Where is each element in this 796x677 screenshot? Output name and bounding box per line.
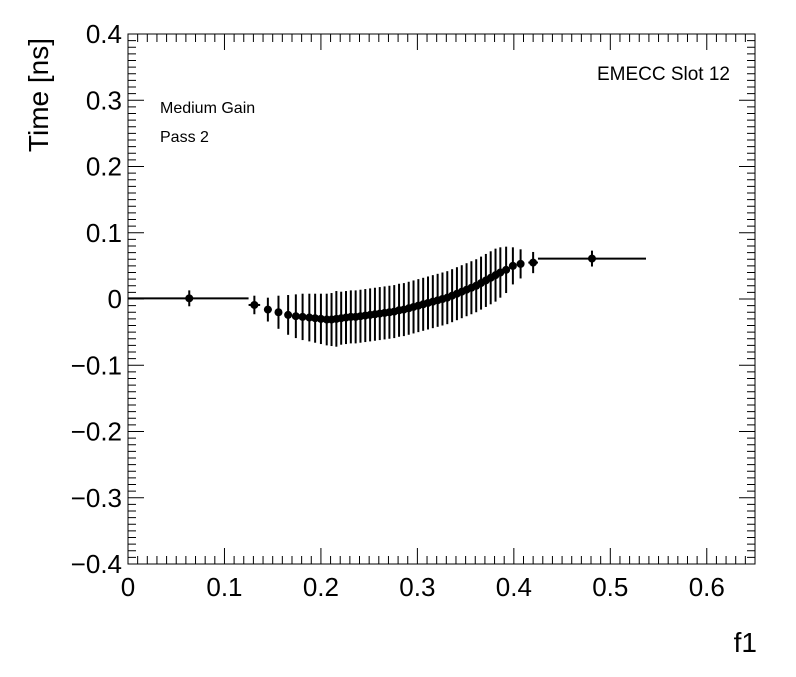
data-point xyxy=(528,251,538,274)
x-tick-label: 0.3 xyxy=(399,572,435,602)
annotation-pass: Pass 2 xyxy=(160,129,209,146)
y-axis-tick-labels: −0.4 −0.3 −0.2 −0.1 0 0.1 0.2 0.3 0.4 xyxy=(71,19,122,579)
data-point xyxy=(537,250,646,267)
y-tick-label: −0.1 xyxy=(71,350,122,380)
data-point xyxy=(502,246,511,294)
x-tick-label: 0.6 xyxy=(689,572,725,602)
x-tick-label: 0.5 xyxy=(592,572,628,602)
data-marker xyxy=(274,308,283,317)
x-tick-label: 0 xyxy=(121,572,135,602)
y-tick-label: −0.3 xyxy=(71,483,122,513)
data-point xyxy=(305,293,314,342)
data-point xyxy=(248,295,261,315)
y-axis-label: Time [ns] xyxy=(23,38,54,152)
x-axis-ticks xyxy=(127,34,756,564)
annotation-top-right: EMECC Slot 12 xyxy=(597,64,730,85)
data-marker xyxy=(291,312,300,321)
data-marker xyxy=(250,300,259,309)
x-tick-label: 0.4 xyxy=(496,572,532,602)
data-point xyxy=(263,297,272,322)
x-tick-label: 0.2 xyxy=(303,572,339,602)
data-marker xyxy=(516,259,525,268)
data-point xyxy=(508,247,517,285)
data-point xyxy=(496,247,505,298)
data-point xyxy=(274,295,283,329)
data-point xyxy=(291,294,300,339)
data-points xyxy=(128,246,646,347)
data-point xyxy=(128,290,249,307)
y-tick-label: 0.4 xyxy=(86,19,122,49)
annotation-medium-gain: Medium Gain xyxy=(160,100,255,117)
data-point xyxy=(311,293,320,343)
y-tick-label: −0.2 xyxy=(71,417,122,447)
data-marker xyxy=(263,305,272,314)
y-tick-label: 0.3 xyxy=(86,85,122,115)
y-axis-ticks xyxy=(128,33,755,565)
data-marker xyxy=(529,258,538,267)
x-tick-label: 0.1 xyxy=(206,572,242,602)
data-marker xyxy=(508,261,517,270)
data-point xyxy=(298,293,307,341)
y-tick-label: 0.1 xyxy=(86,218,122,248)
data-marker xyxy=(305,313,314,322)
x-axis-tick-labels: 0 0.1 0.2 0.3 0.4 0.5 0.6 xyxy=(121,572,725,602)
data-point xyxy=(284,295,293,335)
data-marker xyxy=(316,314,325,323)
data-marker xyxy=(284,310,293,319)
data-point xyxy=(516,249,525,279)
data-marker xyxy=(185,294,194,303)
data-marker xyxy=(311,314,320,323)
y-tick-label: −0.4 xyxy=(71,549,122,579)
data-point xyxy=(316,293,325,345)
data-marker xyxy=(587,254,596,263)
data-marker xyxy=(298,312,307,321)
y-tick-label: 0 xyxy=(108,284,122,314)
x-axis-label: f1 xyxy=(734,627,757,658)
y-tick-label: 0.2 xyxy=(86,152,122,182)
data-marker xyxy=(502,265,511,274)
